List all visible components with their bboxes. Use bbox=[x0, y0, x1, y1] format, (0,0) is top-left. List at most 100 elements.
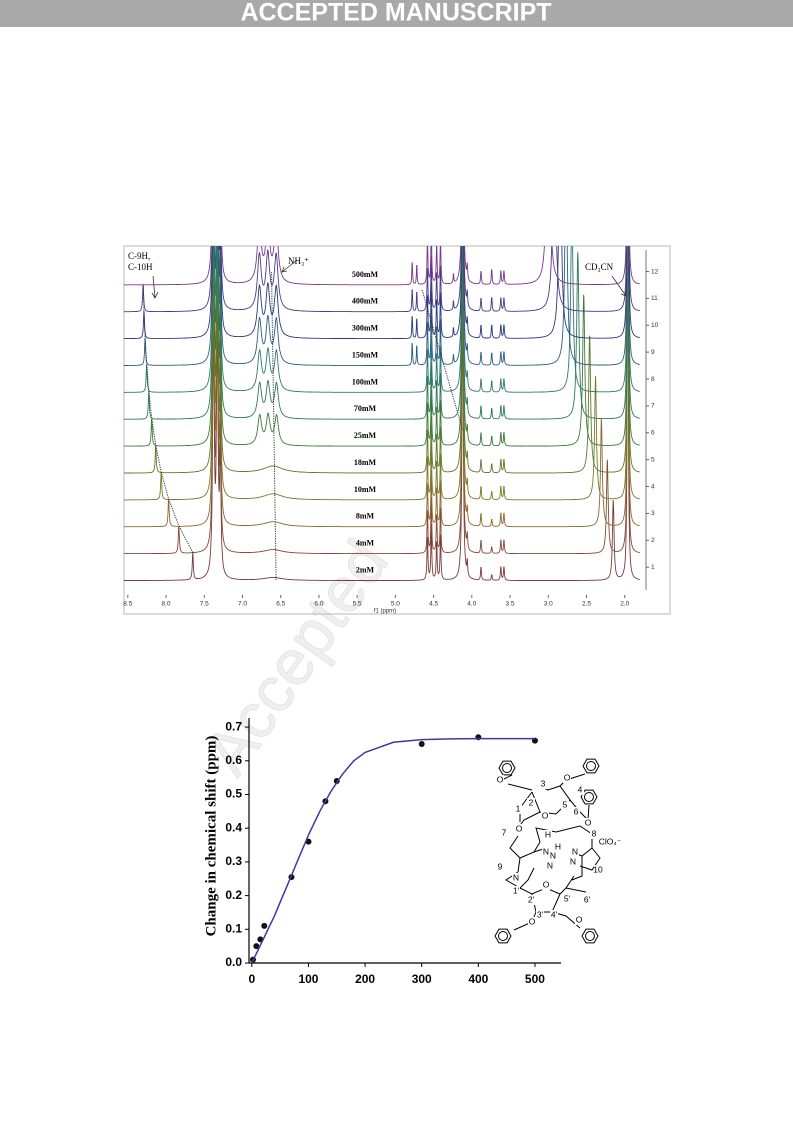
spectrum-label: 10mM bbox=[354, 485, 377, 494]
spectrum-label: 500mM bbox=[352, 270, 379, 279]
label-bg bbox=[546, 861, 554, 871]
label-bg bbox=[527, 895, 535, 905]
y-tick-label: 1 bbox=[651, 564, 655, 571]
x-tick-label: 6.5 bbox=[276, 601, 285, 608]
spectrum-trace bbox=[124, 246, 640, 420]
shift-guide bbox=[421, 289, 464, 431]
label-bg bbox=[527, 798, 535, 808]
benzene-ring bbox=[582, 758, 600, 774]
label-bg bbox=[572, 807, 580, 817]
label-bg bbox=[563, 773, 571, 783]
nmr-frame bbox=[123, 245, 671, 615]
nmr-figure: 8.5 8.0 7.5 7.0 6.5 6.0 5.5 5.0 4.5 4.0 3.5 3.0 2.5 2… bbox=[123, 246, 659, 615]
data-point bbox=[261, 922, 268, 929]
y-tick-label: 0.0 bbox=[225, 955, 242, 969]
y-tick-label: 0.6 bbox=[225, 753, 242, 767]
atom-label: N bbox=[513, 872, 519, 882]
aromatic-circle bbox=[498, 931, 508, 941]
atom-label: 2' bbox=[528, 894, 535, 904]
arrow bbox=[151, 275, 159, 299]
x-tick-label: 4.5 bbox=[429, 601, 438, 608]
x-tick-label: 3.5 bbox=[506, 601, 515, 608]
label-bg bbox=[542, 847, 550, 857]
label-bg bbox=[528, 917, 536, 927]
label-bg bbox=[541, 811, 549, 821]
label-bg bbox=[515, 824, 523, 834]
benzene-ring bbox=[494, 928, 512, 944]
y-tick-label: 6 bbox=[651, 430, 655, 437]
aromatic-circle bbox=[585, 931, 595, 941]
atom-label: O bbox=[497, 774, 504, 784]
spectrum-trace bbox=[124, 246, 640, 447]
atom-label: 7 bbox=[502, 827, 507, 837]
data-point bbox=[253, 943, 260, 950]
spectrum-trace bbox=[124, 246, 640, 286]
x-tick-label: 7.5 bbox=[200, 601, 209, 608]
atom-label: 5' bbox=[564, 893, 571, 903]
label-bg bbox=[550, 910, 558, 920]
y-tick-label: 0.1 bbox=[225, 921, 242, 935]
atom-label: 2 bbox=[529, 797, 534, 807]
label-bg bbox=[569, 857, 577, 867]
header-banner: ACCEPTED MANUSCRIPT bbox=[240, 0, 551, 27]
atom-label: H bbox=[555, 841, 561, 851]
label-bg bbox=[576, 785, 584, 795]
aromatic-circle bbox=[584, 792, 594, 802]
x-tick-label: 500 bbox=[525, 972, 545, 986]
label-bg bbox=[496, 775, 504, 785]
y-tick-label: 0.2 bbox=[225, 888, 242, 902]
spectrum-trace bbox=[124, 246, 640, 555]
spectrum-label: 300mM bbox=[352, 324, 379, 333]
aromatic-circle bbox=[586, 761, 596, 771]
shift-guide bbox=[271, 271, 277, 581]
y-tick-label: 10 bbox=[651, 322, 659, 329]
atom-label: O bbox=[543, 879, 550, 889]
spectrum-label: 2mM bbox=[356, 565, 375, 574]
atom-label: 10 bbox=[593, 864, 603, 874]
spectrum-trace bbox=[124, 246, 640, 366]
label-bg bbox=[542, 880, 550, 890]
atom-label: 1' bbox=[513, 885, 520, 895]
atom-label: N bbox=[572, 846, 578, 856]
arrow bbox=[281, 259, 298, 273]
spectrum-label: 100mM bbox=[352, 377, 379, 386]
atom-label: 1 bbox=[516, 803, 521, 813]
atom-label: O bbox=[529, 916, 536, 926]
y-tick-label: 7 bbox=[651, 403, 655, 410]
spectrum-trace bbox=[124, 246, 640, 528]
x-tick-label: 300 bbox=[412, 972, 432, 986]
spectrum-label: 4mM bbox=[356, 539, 375, 548]
header-bar bbox=[0, 0, 793, 27]
x-tick-label: 8.0 bbox=[162, 601, 171, 608]
x-tick-label: 4.0 bbox=[467, 601, 476, 608]
atom-label: 6' bbox=[584, 894, 591, 904]
benzene-ring bbox=[581, 928, 599, 944]
atom-label: 5 bbox=[563, 799, 568, 809]
atom-label: O bbox=[585, 817, 592, 827]
y-tick-label: 3 bbox=[651, 510, 655, 517]
spectrum-trace bbox=[124, 246, 640, 393]
label-bg bbox=[512, 886, 520, 896]
label-bg bbox=[561, 800, 569, 810]
atom-label: 9 bbox=[498, 861, 503, 871]
x-tick-label: 8.5 bbox=[123, 601, 132, 608]
spectrum-label: 400mM bbox=[352, 297, 379, 306]
atom-label: ClO₄⁻ bbox=[599, 836, 622, 846]
atom-label: N bbox=[550, 850, 556, 860]
atom-label: H bbox=[545, 829, 551, 839]
y-tick-label: 5 bbox=[651, 456, 655, 463]
y-tick-label: 11 bbox=[651, 295, 658, 302]
spectrum-label: 70mM bbox=[354, 404, 377, 413]
fit-line bbox=[251, 737, 535, 964]
label-bg bbox=[563, 894, 571, 904]
atom-label: 3' bbox=[537, 909, 544, 919]
annotation: NH₃⁺ bbox=[288, 256, 309, 266]
label-bg bbox=[512, 873, 520, 883]
shift-guide bbox=[142, 283, 194, 553]
spectrum-label: 8mM bbox=[356, 512, 375, 521]
atom-label: 4' bbox=[551, 909, 558, 919]
label-bg bbox=[536, 910, 544, 920]
label-bg bbox=[514, 804, 522, 814]
atom-label: 8 bbox=[592, 828, 597, 838]
